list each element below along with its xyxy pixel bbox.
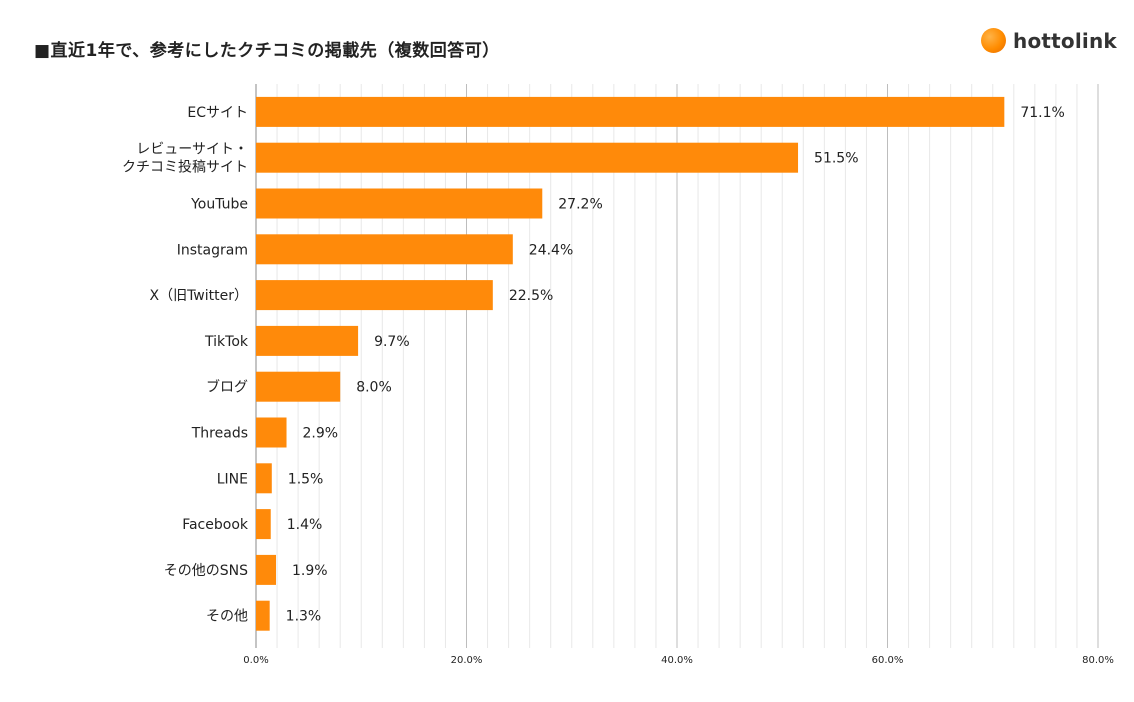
logo-mark-icon <box>981 28 1006 53</box>
category-label: ECサイト <box>187 105 248 121</box>
x-tick-label: 40.0% <box>661 655 693 666</box>
category-label: Instagram <box>177 242 248 258</box>
value-label: 27.2% <box>558 197 602 213</box>
x-tick-label: 0.0% <box>243 655 268 666</box>
brand-logo: hottolink <box>981 28 1117 53</box>
bar <box>256 509 271 540</box>
value-label: 1.9% <box>292 563 328 579</box>
bar <box>256 417 287 448</box>
value-label: 2.9% <box>303 426 339 442</box>
bar <box>256 96 1005 127</box>
bar <box>256 280 493 311</box>
category-label: その他のSNS <box>164 563 248 579</box>
value-label: 9.7% <box>374 334 410 350</box>
bar <box>256 142 799 173</box>
category-label: その他 <box>206 609 248 625</box>
value-label: 1.5% <box>288 471 324 487</box>
value-label: 71.1% <box>1020 105 1064 121</box>
value-label: 22.5% <box>509 288 553 304</box>
category-label: Threads <box>191 426 248 442</box>
category-label: TikTok <box>204 334 249 350</box>
bar <box>256 371 341 402</box>
category-label: YouTube <box>190 197 248 213</box>
category-label: クチコミ投稿サイト <box>122 160 248 176</box>
x-tick-label: 60.0% <box>872 655 904 666</box>
category-label: ブログ <box>206 379 248 396</box>
bar <box>256 188 543 219</box>
category-label: レビューサイト・ <box>136 142 248 158</box>
x-axis-ticks: 0.0% 20.0% 40.0% 60.0% 80.0% <box>243 655 1114 666</box>
grid-lines <box>255 84 1099 648</box>
x-tick-label: 80.0% <box>1082 655 1114 666</box>
value-labels: 71.1% 51.5% 27.2% 24.4% 22.5% 9.7% 8.0% 2.9% 1.5… <box>286 105 1065 625</box>
value-label: 8.0% <box>356 380 392 396</box>
chart-title: ■直近1年で、参考にしたクチコミの掲載先（複数回答可） <box>34 41 500 61</box>
bar <box>256 463 272 494</box>
value-label: 1.3% <box>286 609 322 625</box>
bar <box>256 600 270 631</box>
x-tick-label: 20.0% <box>451 655 483 666</box>
bar <box>256 325 359 356</box>
value-label: 24.4% <box>529 242 573 258</box>
bar <box>256 554 276 585</box>
category-label: LINE <box>217 471 248 487</box>
value-label: 1.4% <box>287 517 323 533</box>
category-label: Facebook <box>182 517 249 533</box>
value-label: 51.5% <box>814 151 858 167</box>
bars <box>256 96 1005 631</box>
logo-text: hottolink <box>1013 28 1117 53</box>
category-label: X（旧Twitter） <box>149 288 248 304</box>
bar <box>256 234 513 265</box>
